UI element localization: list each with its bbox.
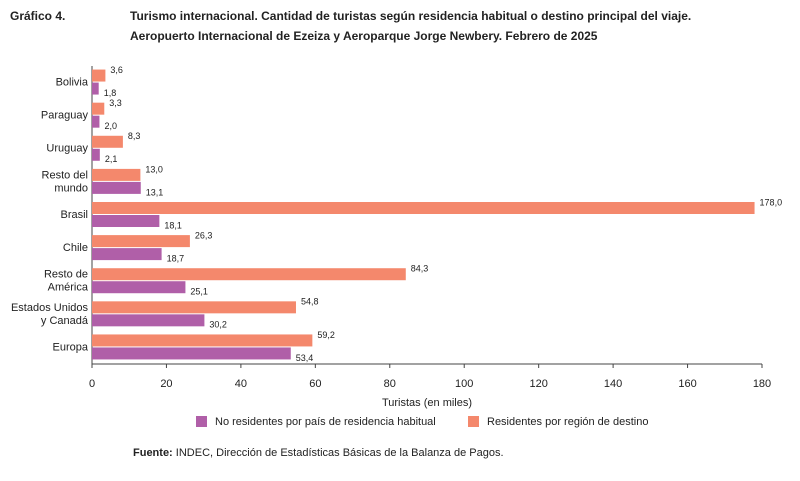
y-tick-label: Chile [63,242,88,254]
bar [92,102,105,115]
source-text: INDEC, Dirección de Estadísticas Básicas… [176,447,504,459]
y-tick-label: Uruguay [46,143,88,155]
value-label: 54,8 [301,297,319,307]
value-label: 59,2 [317,330,335,340]
y-tick-label: Resto del mundo [42,169,88,194]
bar [92,248,162,261]
x-tick-label: 180 [753,378,771,390]
y-tick-label: Brasil [60,209,88,221]
y-tick-label: Estados Unidos y Canadá [11,302,89,327]
value-label: 25,1 [190,287,208,297]
y-tick-label: Bolivia [56,76,89,88]
bar [92,69,106,82]
value-label: 2,0 [104,121,117,131]
value-label: 84,3 [411,264,429,274]
x-tick-label: 60 [309,378,321,390]
value-label: 18,7 [167,253,185,263]
chart-title: Turismo internacional. Cantidad de turis… [130,9,691,23]
bar [92,314,205,327]
source: Fuente: INDEC, Dirección de Estadísticas… [133,447,504,459]
x-tick-label: 140 [604,378,622,390]
value-label: 3,3 [109,98,122,108]
figure-label: Gráfico 4. [10,9,65,23]
x-tick-label: 0 [89,378,95,390]
value-label: 30,2 [209,320,227,330]
legend-swatch [468,416,479,427]
bar [92,202,755,214]
bar [92,115,100,128]
value-label: 8,3 [128,131,141,141]
bar [92,181,141,194]
value-label: 2,1 [105,154,118,164]
chart-subtitle: Aeropuerto Internacional de Ezeiza y Aer… [130,29,598,43]
x-tick-label: 120 [529,378,547,390]
value-label: 18,1 [164,220,182,230]
value-label: 1,8 [104,88,117,98]
y-tick-label: Resto de América [44,269,89,294]
value-label: 53,4 [296,353,314,363]
value-label: 13,1 [146,187,164,197]
x-tick-label: 40 [235,378,247,390]
bar [92,168,141,181]
value-label: 13,0 [145,164,163,174]
bar [92,148,100,161]
bar [92,268,406,281]
bar [92,281,186,294]
legend-label: No residentes por país de residencia hab… [215,416,436,428]
bar [92,135,123,148]
bar [92,235,190,248]
legend-label: Residentes por región de destino [487,416,648,428]
x-tick-label: 160 [678,378,696,390]
bar [92,301,296,314]
value-label: 3,6 [110,65,123,75]
legend-swatch [196,416,207,427]
bar [92,347,291,360]
x-tick-label: 100 [455,378,473,390]
x-axis-title: Turistas (en miles) [382,397,472,409]
x-tick-label: 80 [384,378,396,390]
x-tick-label: 20 [160,378,172,390]
y-tick-label: Europa [53,341,89,353]
value-label: 178,0 [760,197,783,207]
source-label: Fuente: [133,447,173,459]
value-label: 26,3 [195,230,213,240]
bar [92,215,160,227]
bar [92,82,99,95]
y-tick-label: Paraguay [41,110,89,122]
bar [92,334,313,347]
